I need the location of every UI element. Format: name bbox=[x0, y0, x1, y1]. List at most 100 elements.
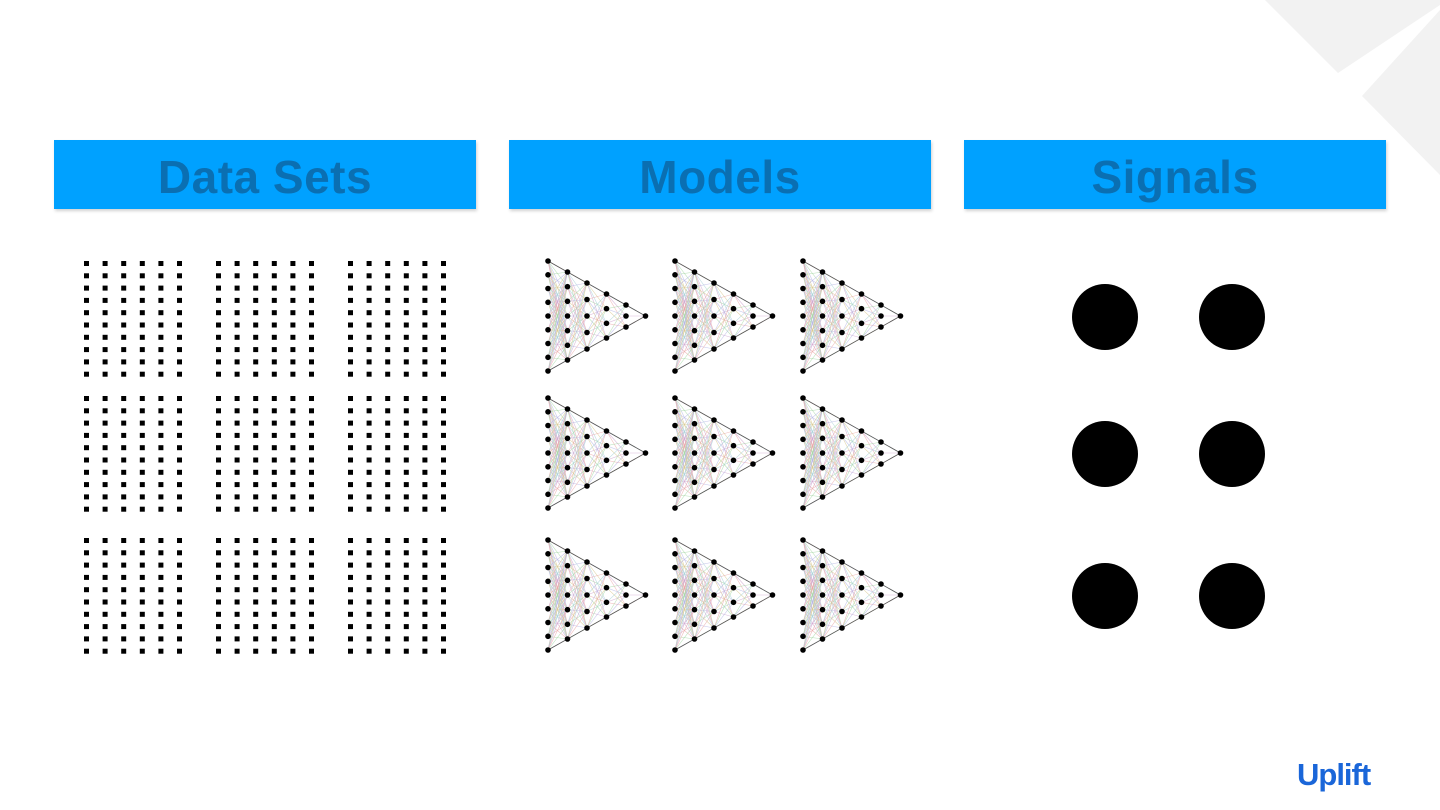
nn-node bbox=[545, 647, 551, 653]
dataset-cell bbox=[309, 396, 314, 401]
nn-connection bbox=[674, 271, 695, 317]
dataset-cell bbox=[422, 457, 428, 463]
dataset-cell bbox=[121, 550, 127, 556]
nn-node bbox=[711, 313, 717, 319]
nn-connection bbox=[567, 271, 588, 333]
nn-connection bbox=[694, 286, 715, 333]
nn-node bbox=[584, 559, 590, 565]
nn-connection bbox=[861, 583, 882, 603]
nn-connection bbox=[567, 561, 588, 610]
nn-connection bbox=[802, 550, 823, 651]
nn-connection bbox=[802, 408, 823, 413]
dataset-cell bbox=[84, 494, 89, 500]
dataset-cell bbox=[139, 550, 145, 556]
nn-connection bbox=[567, 578, 588, 581]
nn-connection bbox=[586, 578, 607, 618]
nn-connection bbox=[822, 561, 843, 640]
nn-connection bbox=[713, 561, 734, 618]
dataset-cell bbox=[290, 599, 296, 605]
dataset-cell bbox=[271, 359, 277, 365]
dataset-cell bbox=[102, 347, 108, 353]
dataset-cell bbox=[216, 273, 221, 279]
nn-connection bbox=[694, 611, 715, 640]
nn-connection bbox=[694, 565, 715, 612]
dataset-cell bbox=[422, 396, 428, 401]
header-label-signals: Signals bbox=[1091, 150, 1259, 203]
nn-node bbox=[545, 272, 551, 278]
nn-connection bbox=[586, 452, 607, 476]
nn-connection bbox=[567, 436, 588, 439]
nn-connection bbox=[822, 419, 843, 468]
dataset-cell bbox=[139, 469, 145, 475]
dataset-cell bbox=[121, 396, 127, 401]
nn-node bbox=[750, 313, 756, 319]
nn-connection bbox=[802, 439, 823, 483]
nn-connection bbox=[822, 345, 843, 350]
nn-connection bbox=[694, 578, 715, 596]
dataset-cell bbox=[234, 359, 240, 365]
nn-connection bbox=[586, 430, 607, 470]
nn-connection bbox=[586, 594, 607, 618]
nn-node bbox=[564, 464, 571, 471]
nn-connection bbox=[674, 274, 695, 317]
nn-node bbox=[691, 636, 698, 642]
nn-connection bbox=[567, 301, 588, 317]
nn-connection bbox=[694, 299, 715, 302]
dataset-cell bbox=[216, 550, 221, 556]
dataset-cell bbox=[403, 371, 409, 377]
nn-node bbox=[691, 435, 698, 442]
nn-connection bbox=[694, 438, 715, 454]
dataset-cell bbox=[366, 587, 372, 593]
dataset-cell bbox=[441, 494, 446, 500]
dataset-cell bbox=[403, 261, 409, 266]
nn-node bbox=[897, 450, 904, 456]
nn-connection bbox=[733, 304, 754, 339]
nn-connection bbox=[841, 419, 862, 476]
nn-connection bbox=[694, 423, 715, 437]
nn-node bbox=[672, 578, 678, 585]
nn-connection bbox=[694, 467, 715, 470]
nn-connection bbox=[547, 425, 568, 468]
nn-connection bbox=[547, 408, 568, 509]
nn-node bbox=[545, 258, 551, 264]
nn-node bbox=[672, 327, 678, 333]
nn-connection bbox=[713, 594, 734, 618]
dataset-cell bbox=[290, 506, 296, 512]
dataset-cell bbox=[271, 494, 277, 500]
nn-node bbox=[672, 354, 678, 361]
dataset-cell bbox=[348, 371, 353, 377]
nn-connection bbox=[822, 436, 843, 498]
dataset-cell bbox=[253, 574, 259, 580]
nn-connection bbox=[694, 452, 715, 487]
signal-dot-icon bbox=[1072, 563, 1138, 629]
nn-connection bbox=[567, 282, 588, 331]
nn-node bbox=[623, 302, 629, 308]
nn-connection bbox=[674, 408, 695, 426]
dataset-cell bbox=[385, 494, 391, 500]
nn-node bbox=[711, 575, 717, 582]
nn-connection bbox=[606, 304, 627, 339]
dataset-cell bbox=[422, 297, 428, 303]
nn-connection bbox=[822, 561, 843, 596]
dataset-cell bbox=[102, 538, 108, 543]
dataset-cell bbox=[385, 611, 391, 617]
nn-connection bbox=[822, 271, 843, 333]
dataset-cell bbox=[158, 408, 164, 414]
nn-connection bbox=[802, 609, 823, 651]
neural-network-icon bbox=[800, 258, 904, 374]
nn-node bbox=[672, 395, 678, 401]
dataset-cell bbox=[253, 285, 259, 291]
dataset-cell bbox=[403, 457, 409, 463]
nn-connection bbox=[567, 315, 588, 331]
dataset-cell bbox=[403, 359, 409, 365]
nn-connection bbox=[606, 441, 627, 446]
nn-connection bbox=[802, 594, 823, 610]
dataset-cell bbox=[403, 285, 409, 291]
nn-connection bbox=[694, 271, 715, 350]
dataset-cell bbox=[158, 445, 164, 451]
dataset-cell bbox=[348, 273, 353, 279]
nn-connection bbox=[733, 304, 754, 309]
nn-connection bbox=[547, 550, 568, 596]
nn-connection bbox=[822, 550, 843, 612]
nn-node bbox=[603, 335, 610, 341]
